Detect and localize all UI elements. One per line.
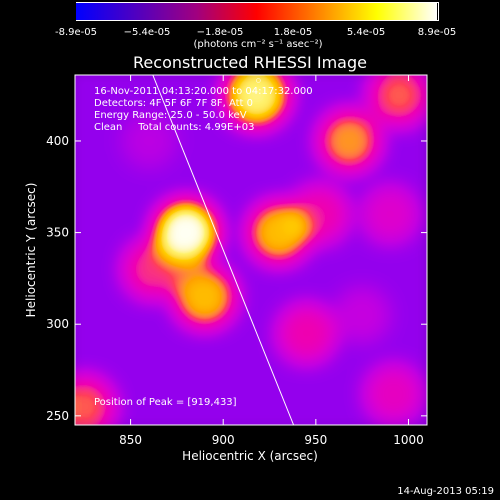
heat-source <box>290 185 349 244</box>
y-axis-label: Heliocentric Y (arcsec) <box>24 182 38 318</box>
heat-source <box>364 365 423 423</box>
x-tick-label: 850 <box>119 433 142 447</box>
colorbar-gradient <box>76 3 437 20</box>
y-tick-label: 300 <box>46 317 69 331</box>
chart-title: Reconstructed RHESSI Image <box>133 53 367 72</box>
heat-source <box>361 185 419 243</box>
heat-source <box>224 75 289 127</box>
heat-source <box>123 239 183 299</box>
colorbar-tick-label: -8.9e-05 <box>55 27 97 38</box>
colorbar-tick-label: 5.4e-05 <box>346 27 386 38</box>
colorbar-tick-label: 8.9e-05 <box>417 27 457 38</box>
x-ticks: 850 900 950 1000 <box>119 75 424 447</box>
y-tick-label: 350 <box>46 226 69 240</box>
info-clean-counts: Clean Total counts: 4.99E+03 <box>94 122 255 133</box>
x-tick-label: 950 <box>304 433 327 447</box>
x-tick-label: 1000 <box>393 433 424 447</box>
y-tick-label: 400 <box>46 134 69 148</box>
peak-position-label: Position of Peak = [919,433] <box>94 397 237 408</box>
info-time-range: 16-Nov-2011 04:13:20.000 to 04:17:32.000 <box>94 86 313 97</box>
heat-source <box>75 376 115 425</box>
heat-source <box>122 114 176 168</box>
y-ticks: 250 300 350 400 <box>46 134 427 423</box>
heat-sources <box>75 75 427 425</box>
peak-marker <box>256 78 261 83</box>
plot-frame <box>74 74 428 426</box>
x-tick-label: 900 <box>212 433 235 447</box>
colorbar-unit-label: (photons cm⁻² s⁻¹ asec⁻²) <box>193 39 323 50</box>
heat-source <box>277 304 336 363</box>
info-detectors: Detectors: 4F 5F 6F 7F 8F, Att 0 <box>94 98 254 109</box>
info-energy-range: Energy Range: 25.0 - 50.0 keV <box>94 110 247 121</box>
x-axis-label: Heliocentric X (arcsec) <box>182 449 318 463</box>
solar-limb-line <box>152 74 295 426</box>
heat-source <box>318 110 380 172</box>
heat-source <box>173 265 236 328</box>
heat-source <box>369 75 427 126</box>
footer-date: 14-Aug-2013 05:19 <box>397 486 494 497</box>
colorbar-tick-label: −1.8e-05 <box>196 27 244 38</box>
colorbar-tick-label: 1.8e-05 <box>273 27 313 38</box>
heat-source <box>334 287 390 343</box>
colorbar-tick-label: −5.4e-05 <box>123 27 171 38</box>
y-tick-label: 250 <box>46 409 69 423</box>
